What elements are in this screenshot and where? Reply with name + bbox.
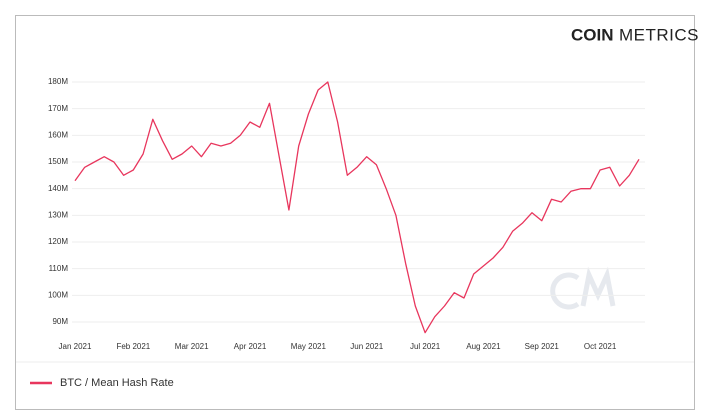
y-tick-label: 180M (48, 77, 68, 86)
y-tick-label: 170M (48, 104, 68, 113)
legend-label: BTC / Mean Hash Rate (60, 377, 174, 389)
series-line (74, 81, 640, 334)
x-tick-label: Apr 2021 (234, 342, 267, 351)
y-tick-label: 90M (52, 317, 68, 326)
x-tick-label: Aug 2021 (466, 342, 501, 351)
y-tick-label: 150M (48, 157, 68, 166)
x-tick-label: Oct 2021 (584, 342, 617, 351)
x-tick-label: Sep 2021 (525, 342, 560, 351)
y-tick-label: 100M (48, 290, 68, 299)
x-tick-label: Feb 2021 (116, 342, 150, 351)
x-tick-label: Jan 2021 (59, 342, 92, 351)
y-tick-label: 140M (48, 184, 68, 193)
frame (15, 15, 695, 410)
y-tick-label: 120M (48, 237, 68, 246)
y-tick-label: 130M (48, 210, 68, 219)
logo-bold: COIN (571, 25, 614, 44)
x-tick-label: May 2021 (291, 342, 327, 351)
y-tick-label: 110M (49, 264, 69, 273)
x-tick-label: Jul 2021 (410, 342, 441, 351)
logo-light: METRICS (619, 25, 699, 44)
x-tick-label: Jun 2021 (350, 342, 383, 351)
x-tick-label: Mar 2021 (175, 342, 209, 351)
y-tick-label: 160M (48, 130, 68, 139)
